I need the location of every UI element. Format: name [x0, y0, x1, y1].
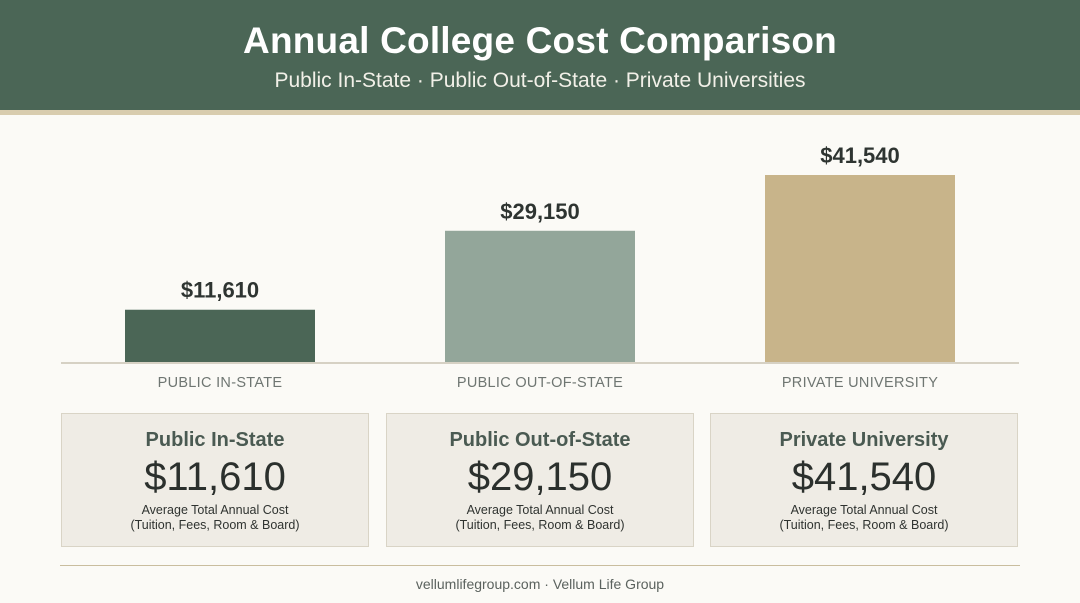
card-value: $29,150: [467, 455, 613, 499]
bar-public-out-of-state: [445, 230, 635, 362]
page-subtitle: Public In-State · Public Out-of-State · …: [274, 69, 806, 92]
card-description: Average Total Annual Cost (Tuition, Fees…: [711, 503, 1017, 533]
card-title: Public Out-of-State: [449, 429, 631, 451]
card-public-out-of-state: Public Out-of-State $29,150 Average Tota…: [386, 413, 694, 547]
category-label: PUBLIC OUT-OF-STATE: [457, 375, 623, 391]
card-title: Private University: [779, 429, 949, 451]
card-value: $41,540: [791, 455, 937, 499]
card-description-line: Average Total Annual Cost: [466, 503, 614, 517]
header-banner: Annual College Cost Comparison Public In…: [0, 0, 1080, 115]
bar-private-university: [765, 175, 955, 362]
card-description-line: (Tuition, Fees, Room & Board): [130, 518, 300, 532]
bar-value-label: $41,540: [820, 143, 900, 168]
card-description-line: Average Total Annual Cost: [141, 503, 289, 517]
bar-public-in-state: [125, 309, 315, 362]
bar-chart: $11,610 PUBLIC IN-STATE $29,150 PUBLIC OUT-…: [61, 143, 1019, 391]
card-description: Average Total Annual Cost (Tuition, Fees…: [62, 503, 368, 533]
card-description-line: (Tuition, Fees, Room & Board): [455, 518, 625, 532]
category-label: PUBLIC IN-STATE: [158, 375, 283, 391]
card-description-line: (Tuition, Fees, Room & Board): [779, 518, 949, 532]
category-label: PRIVATE UNIVERSITY: [782, 375, 938, 391]
card-value: $11,610: [144, 455, 286, 499]
card-public-in-state: Public In-State $11,610 Average Total An…: [61, 413, 369, 547]
footer-divider: [60, 565, 1020, 566]
bar-value-label: $11,610: [181, 278, 259, 303]
bar-value-label: $29,150: [500, 199, 580, 224]
card-description-line: Average Total Annual Cost: [790, 503, 938, 517]
card-title: Public In-State: [145, 429, 285, 451]
page-title: Annual College Cost Comparison: [243, 20, 837, 61]
card-description: Average Total Annual Cost (Tuition, Fees…: [387, 503, 693, 533]
card-private-university: Private University $41,540 Average Total…: [710, 413, 1018, 547]
footer-text: vellumlifegroup.com · Vellum Life Group: [415, 576, 665, 592]
